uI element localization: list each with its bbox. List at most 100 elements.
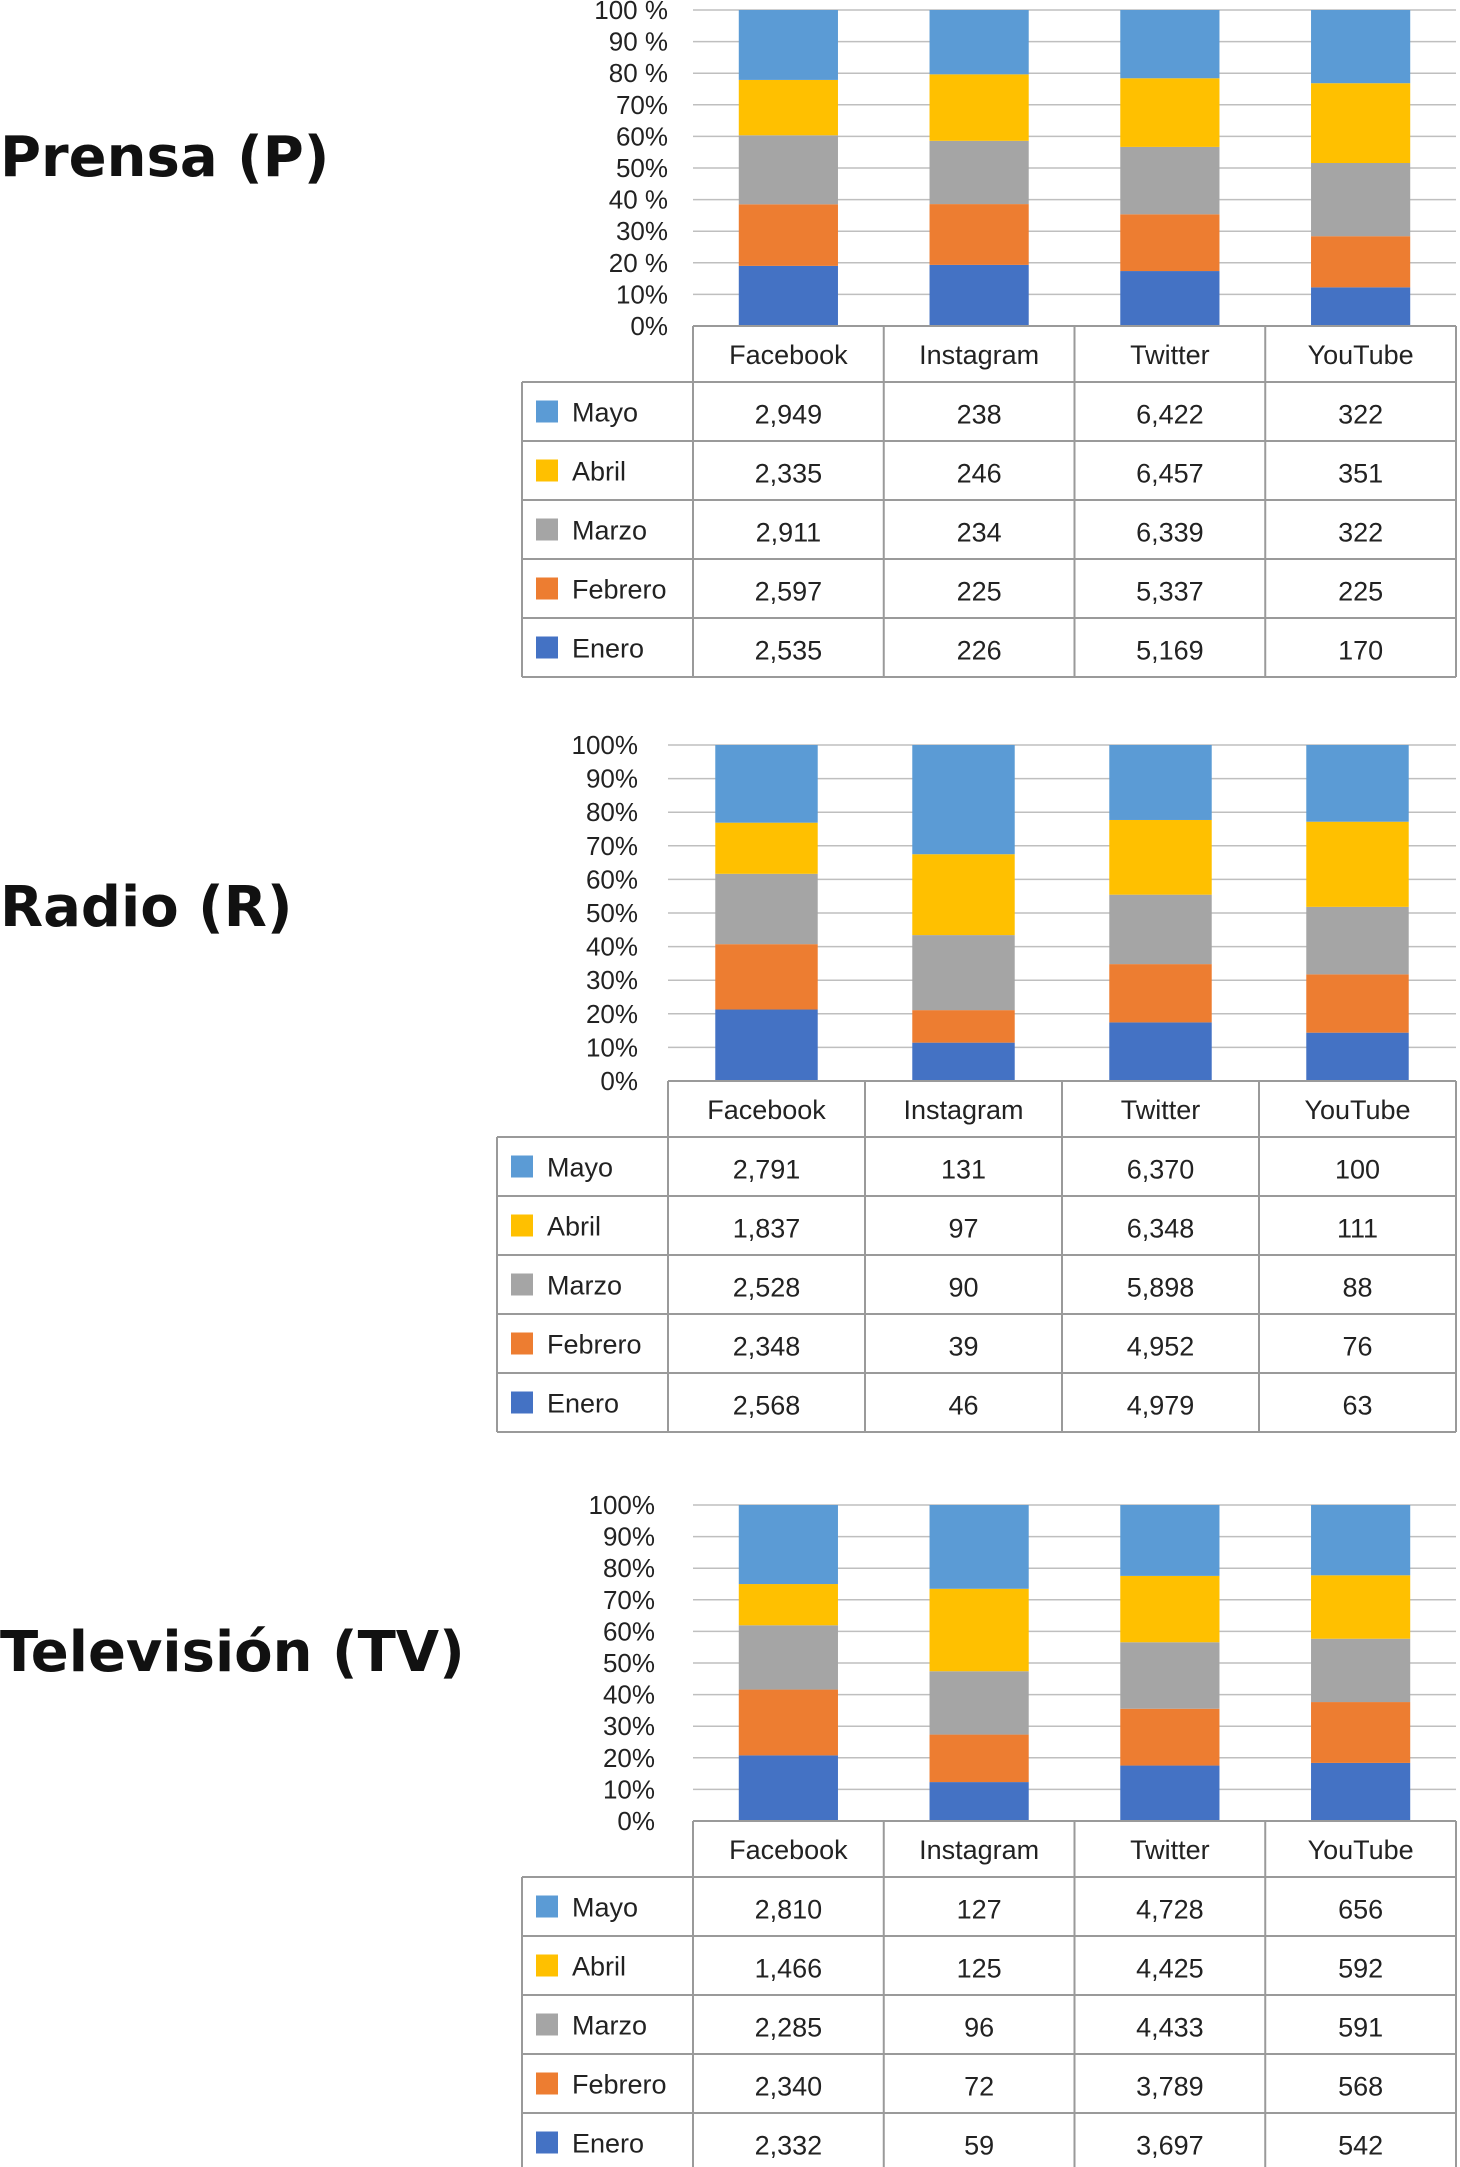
y-tick-label: 100% — [589, 1490, 656, 1520]
data-label: 4,952 — [1127, 1332, 1195, 1362]
data-label: 127 — [957, 1895, 1002, 1925]
bar-segment-febrero-instagram — [912, 1010, 1015, 1043]
data-label: 5,898 — [1127, 1273, 1195, 1303]
bar-segment-abril-instagram — [929, 74, 1029, 141]
y-tick-label: 40% — [586, 932, 638, 962]
data-label: 1,837 — [733, 1214, 801, 1244]
legend-entry: Marzo — [547, 1271, 622, 1301]
bar-segment-febrero-twitter — [1109, 964, 1212, 1023]
y-tick-label: 70% — [586, 831, 638, 861]
bar-segment-enero-facebook — [715, 1009, 818, 1081]
y-tick-label: 40 % — [609, 185, 668, 215]
data-label: 100 — [1335, 1155, 1380, 1185]
y-tick-label: 50% — [616, 153, 668, 183]
bar-segment-mayo-youtube — [1306, 745, 1409, 822]
bar-segment-abril-twitter — [1120, 78, 1220, 147]
bar-segment-marzo-twitter — [1120, 146, 1220, 215]
data-label: 72 — [964, 2072, 994, 2102]
bar-segment-marzo-youtube — [1306, 906, 1409, 975]
y-tick-label: 100% — [572, 730, 639, 760]
y-tick-label: 30% — [616, 216, 668, 246]
data-label: 2,335 — [755, 459, 823, 489]
data-label: 322 — [1338, 518, 1383, 548]
legend-entry: Enero — [547, 1389, 619, 1419]
data-label: 2,810 — [755, 1895, 823, 1925]
data-label: 226 — [957, 636, 1002, 666]
legend-swatch — [536, 2013, 558, 2036]
legend-entry: Mayo — [572, 1893, 638, 1923]
bar-segment-mayo-twitter — [1109, 745, 1212, 820]
data-label: 592 — [1338, 1954, 1383, 1984]
y-tick-label: 0% — [600, 1066, 638, 1096]
y-tick-label: 60% — [586, 864, 638, 894]
bar-segment-mayo-facebook — [738, 1505, 838, 1585]
y-tick-label: 20% — [603, 1743, 655, 1773]
legend-swatch — [536, 2131, 558, 2154]
data-label: 76 — [1342, 1332, 1372, 1362]
data-label: 4,979 — [1127, 1391, 1195, 1421]
legend-swatch — [536, 577, 558, 600]
data-label: 46 — [948, 1391, 978, 1421]
bar-segment-enero-facebook — [738, 265, 838, 326]
data-label: 2,332 — [755, 2131, 823, 2161]
data-label: 4,425 — [1136, 1954, 1204, 1984]
data-label: 542 — [1338, 2131, 1383, 2161]
data-label: 591 — [1338, 2013, 1383, 2043]
y-tick-label: 90% — [603, 1522, 655, 1552]
bar-segment-enero-instagram — [912, 1042, 1015, 1081]
bar-segment-abril-youtube — [1306, 821, 1409, 907]
data-label: 6,339 — [1136, 518, 1204, 548]
data-label: 131 — [941, 1155, 986, 1185]
bar-segment-febrero-youtube — [1306, 974, 1409, 1033]
bar-segment-mayo-facebook — [738, 10, 838, 80]
legend-entry: Abril — [572, 457, 626, 487]
legend-swatch — [536, 518, 558, 541]
data-label: 111 — [1337, 1214, 1378, 1244]
y-tick-label: 0% — [630, 311, 668, 341]
chart-section-television: Televisión (TV) 0% 10% 20% 30% 40% 50% 60% 70% 8… — [0, 1490, 1460, 2167]
y-tick-label: 80% — [603, 1553, 655, 1583]
data-label: 3,789 — [1136, 2072, 1204, 2102]
bar-segment-enero-instagram — [929, 1782, 1029, 1821]
legend-entry: Febrero — [547, 1330, 642, 1360]
bar-segment-marzo-instagram — [929, 1671, 1029, 1735]
data-label: 4,728 — [1136, 1895, 1204, 1925]
legend-entry: Febrero — [572, 575, 667, 605]
chart-title: Radio (R) — [0, 875, 293, 940]
bar-segment-abril-instagram — [912, 854, 1015, 936]
data-label: 2,340 — [755, 2072, 823, 2102]
data-label: 4,433 — [1136, 2013, 1204, 2043]
bar-segment-marzo-twitter — [1120, 1642, 1220, 1709]
legend-entry: Enero — [572, 634, 644, 664]
stacked-bar-chart-radio: 0% 10%20% 30%40% 50% 60%70% 80%90% 100% Faceboo… — [496, 730, 1457, 1433]
category-label: Instagram — [919, 1835, 1039, 1865]
data-label: 568 — [1338, 2072, 1383, 2102]
bar-segment-mayo-facebook — [715, 745, 818, 823]
y-tick-label: 90% — [586, 764, 638, 794]
chart-title: Prensa (P) — [0, 125, 330, 190]
bar-segment-enero-youtube — [1306, 1032, 1409, 1081]
data-label: 39 — [948, 1332, 978, 1362]
bar-segment-marzo-instagram — [929, 140, 1029, 205]
legend-swatch — [511, 1155, 533, 1178]
bar-segment-febrero-youtube — [1311, 1702, 1411, 1763]
data-table: Facebook Instagram Twitter YouTube Mayo 2,810… — [521, 1820, 1457, 2167]
data-label: 2,528 — [733, 1273, 801, 1303]
data-label: 59 — [964, 2131, 994, 2161]
bar-segment-marzo-youtube — [1311, 162, 1411, 237]
data-label: 88 — [1342, 1273, 1372, 1303]
data-label: 63 — [1342, 1391, 1372, 1421]
y-tick-label: 50% — [603, 1648, 655, 1678]
data-label: 2,348 — [733, 1332, 801, 1362]
legend-swatch — [511, 1273, 533, 1296]
bar-segment-abril-twitter — [1120, 1575, 1220, 1643]
y-tick-label: 30% — [603, 1711, 655, 1741]
legend-entry: Febrero — [572, 2070, 667, 2100]
data-label: 2,791 — [733, 1155, 801, 1185]
bar-segment-marzo-facebook — [715, 873, 818, 945]
data-label: 2,285 — [755, 2013, 823, 2043]
legend-swatch — [536, 1954, 558, 1977]
legend-swatch — [536, 1895, 558, 1918]
data-label: 2,568 — [733, 1391, 801, 1421]
bar-segment-febrero-instagram — [929, 1734, 1029, 1783]
